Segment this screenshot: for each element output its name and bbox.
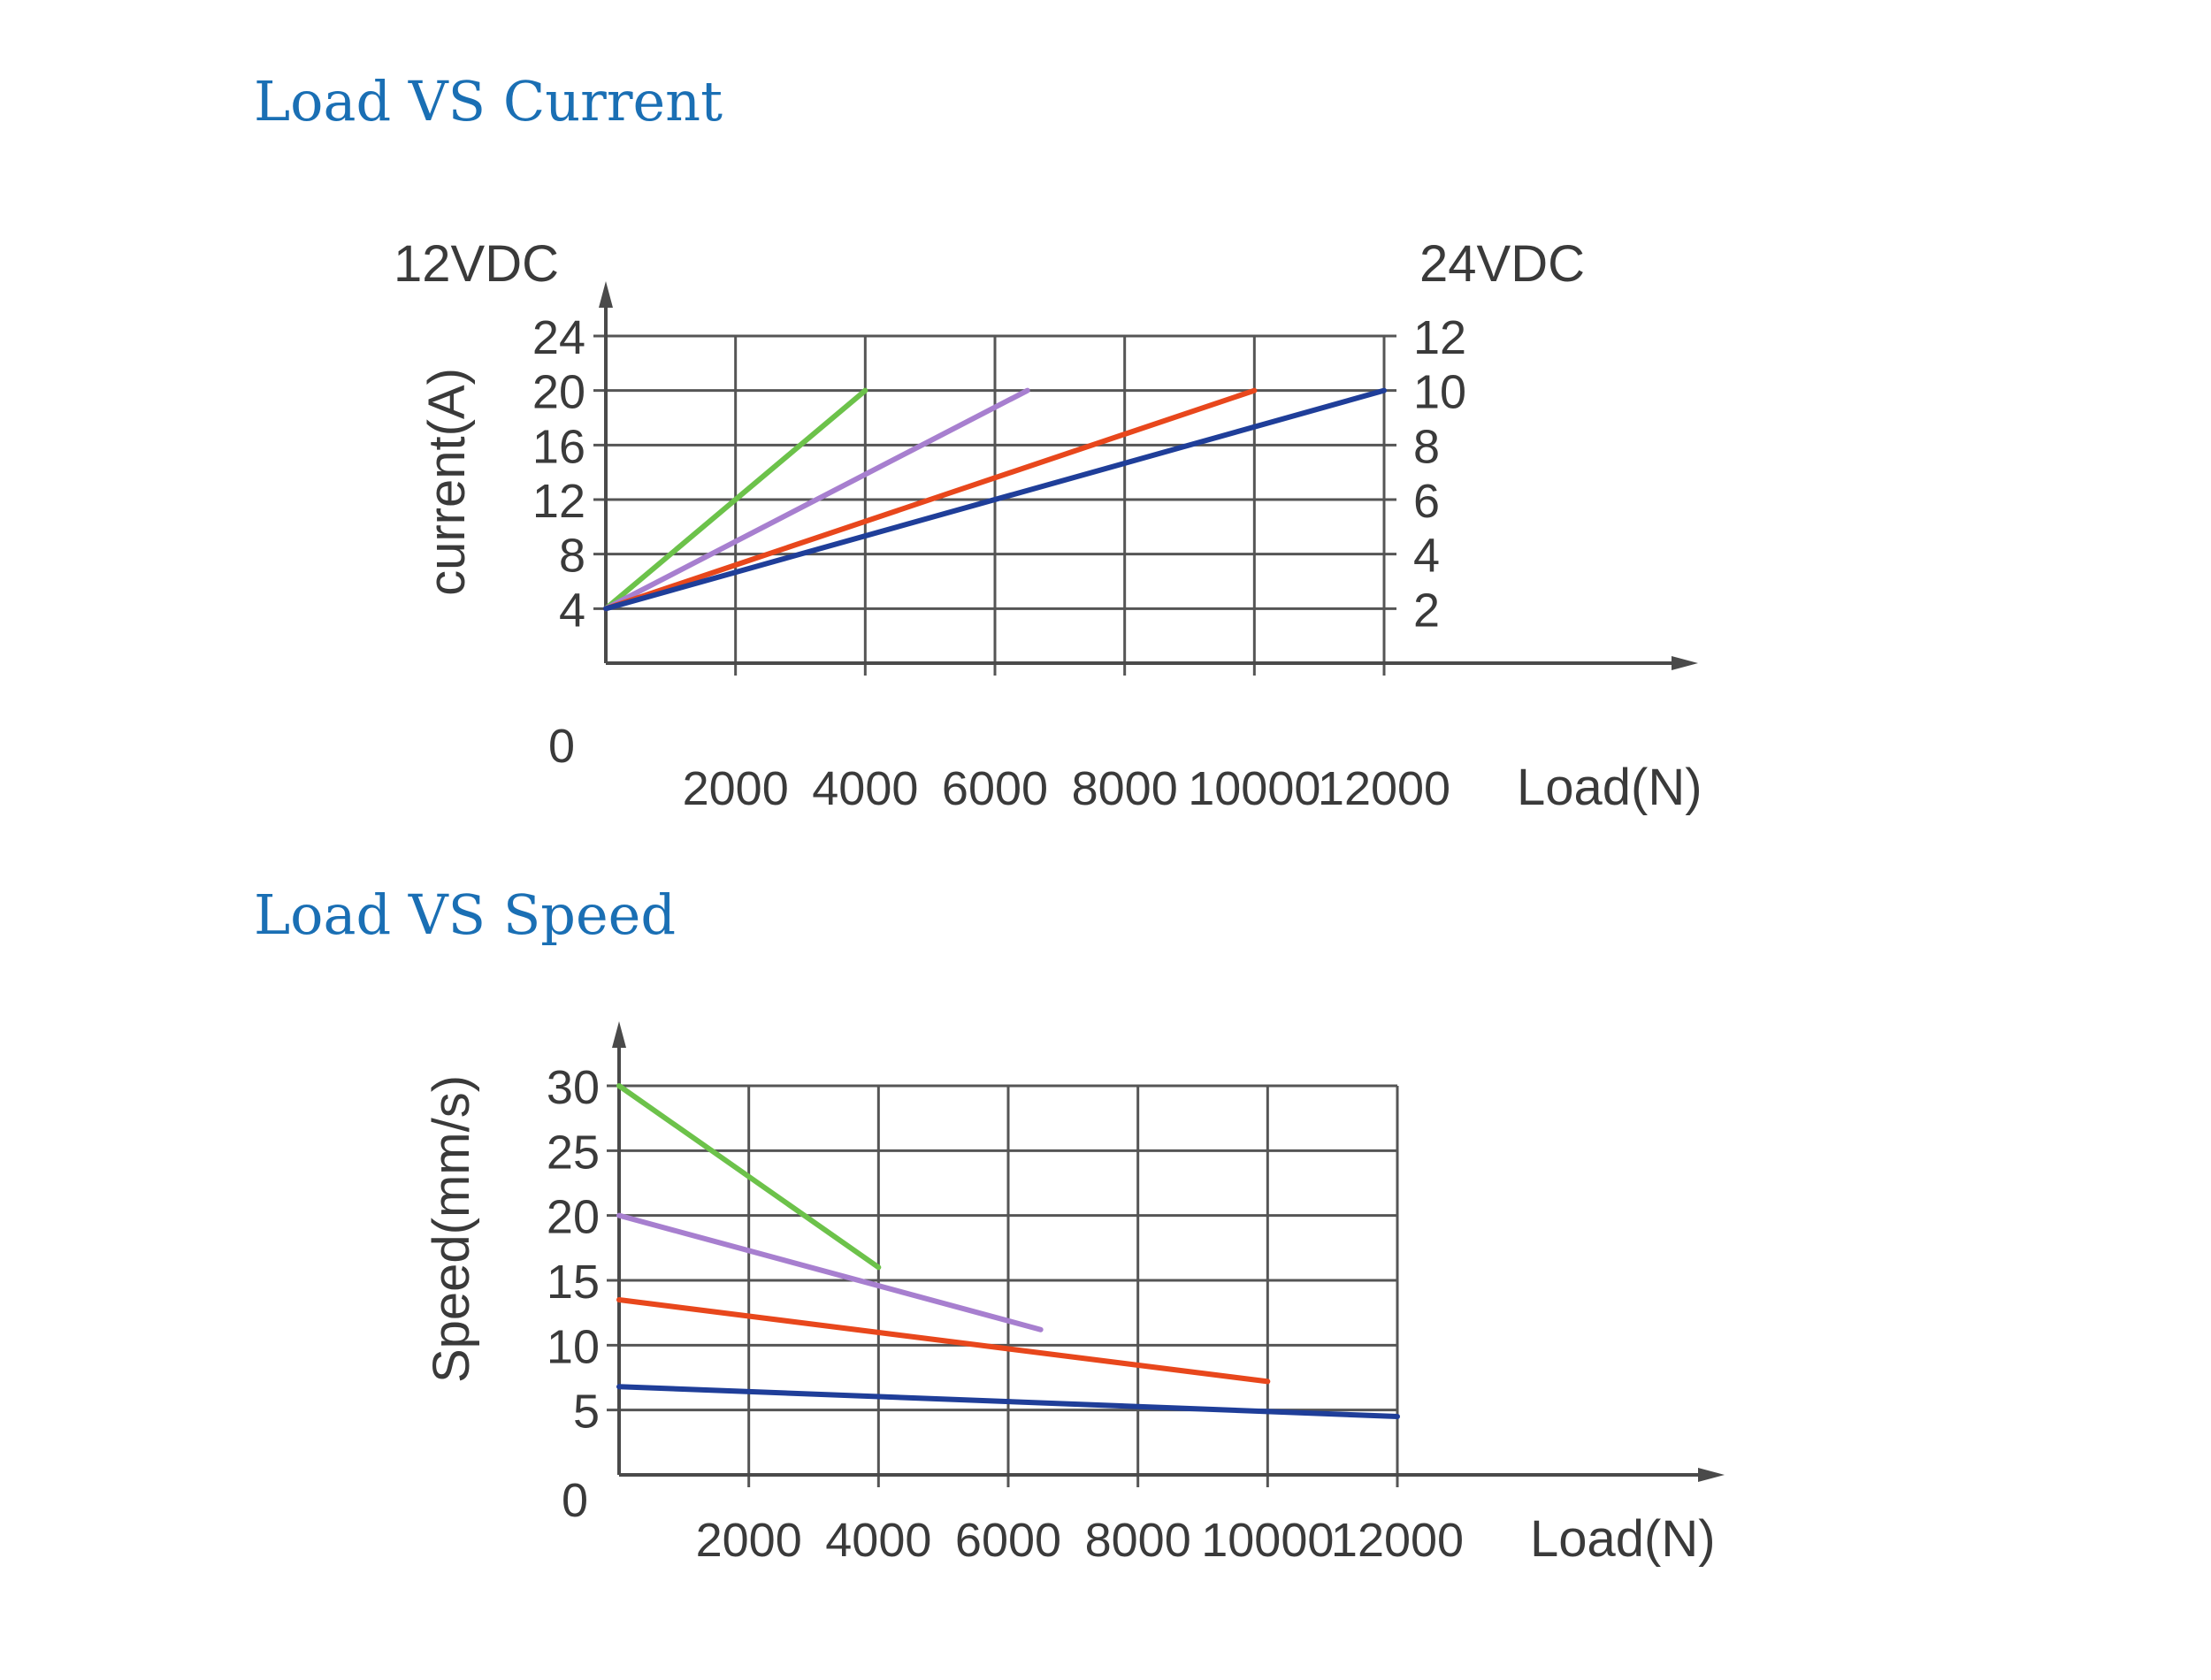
series-line-purple	[616, 1212, 1044, 1333]
y-left-tick-label: 20	[532, 366, 585, 419]
y-right-tick-label: 6	[1413, 475, 1440, 528]
y-tick-label: 20	[547, 1191, 600, 1244]
x-tick-label: 10000	[1188, 762, 1320, 815]
y-left-title: 12VDC	[394, 235, 559, 293]
x-tick-label: 10000	[1201, 1514, 1334, 1567]
y-axis-arrow	[612, 1021, 626, 1048]
x-tick-label: 8000	[1085, 1514, 1191, 1567]
x-axis-arrow	[1698, 1468, 1725, 1482]
y-axis-title: current(A)	[418, 368, 476, 596]
y-tick-label: 15	[547, 1256, 600, 1309]
heading-load-vs-speed: Load VS Speed	[254, 882, 677, 947]
y-left-tick-label: 24	[532, 311, 585, 364]
y-tick-label: 10	[547, 1320, 600, 1373]
y-right-tick-label: 12	[1413, 311, 1466, 364]
y-tick-label: 5	[573, 1386, 600, 1439]
x-tick-label: 6000	[942, 762, 1048, 815]
y-right-title: 24VDC	[1419, 235, 1585, 293]
series-line-red	[616, 1297, 1271, 1385]
series-line-blue	[616, 1384, 1400, 1419]
x-tick-label: 2000	[696, 1514, 802, 1567]
x-tick-label: 12000	[1331, 1514, 1464, 1567]
series-line-green	[603, 387, 868, 612]
x-tick-label: 4000	[812, 762, 918, 815]
x-axis-title: Load(N)	[1517, 759, 1702, 816]
x-tick-label: 4000	[825, 1514, 931, 1567]
series-line-blue	[603, 387, 1387, 612]
series-line-green	[616, 1083, 882, 1271]
x-tick-label: 12000	[1318, 762, 1450, 815]
y-right-tick-label: 8	[1413, 420, 1440, 473]
x-axis-arrow	[1672, 656, 1698, 670]
y-tick-label: 25	[547, 1126, 600, 1179]
series-line-purple	[603, 387, 1030, 612]
series-line-red	[603, 387, 1258, 612]
y-left-tick-label: 4	[559, 584, 585, 637]
y-tick-label: 30	[547, 1061, 600, 1114]
y-right-tick-label: 2	[1413, 584, 1440, 637]
x-tick-label: 8000	[1072, 762, 1178, 815]
y-left-tick-label: 0	[548, 720, 575, 773]
x-tick-label: 2000	[683, 762, 789, 815]
y-left-tick-label: 16	[532, 420, 585, 473]
y-tick-label: 0	[562, 1474, 588, 1527]
y-left-tick-label: 8	[559, 530, 585, 583]
y-right-tick-label: 4	[1413, 530, 1440, 583]
x-axis-title: Load(N)	[1530, 1510, 1716, 1568]
y-right-tick-label: 10	[1413, 366, 1466, 419]
y-left-tick-label: 12	[532, 475, 585, 528]
y-axis-arrow	[599, 281, 613, 308]
heading-load-vs-current: Load VS Current	[254, 69, 723, 134]
x-tick-label: 6000	[955, 1514, 1061, 1567]
y-axis-title: Speed(mm/s)	[423, 1075, 480, 1383]
